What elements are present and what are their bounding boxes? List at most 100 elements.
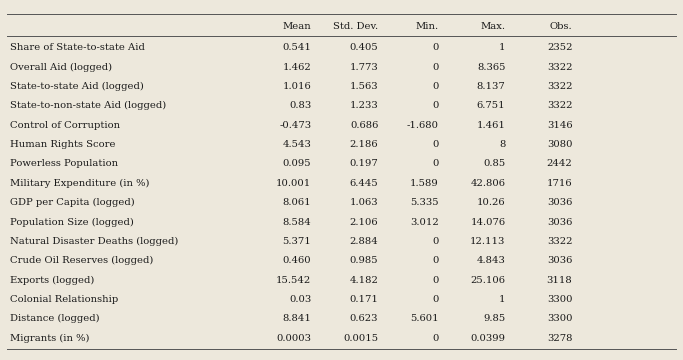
Text: 8: 8 xyxy=(499,140,505,149)
Text: 3.012: 3.012 xyxy=(410,217,438,226)
Text: 25.106: 25.106 xyxy=(471,276,505,285)
Text: 0.171: 0.171 xyxy=(350,295,378,304)
Text: Control of Corruption: Control of Corruption xyxy=(10,121,120,130)
Text: 4.843: 4.843 xyxy=(477,256,505,265)
Text: 9.85: 9.85 xyxy=(484,314,505,323)
Text: 3036: 3036 xyxy=(547,256,572,265)
Text: 0: 0 xyxy=(432,82,438,91)
Text: 3300: 3300 xyxy=(547,314,572,323)
Text: 2.106: 2.106 xyxy=(350,217,378,226)
Text: 1.063: 1.063 xyxy=(350,198,378,207)
Text: 15.542: 15.542 xyxy=(276,276,311,285)
Text: Population Size (logged): Population Size (logged) xyxy=(10,217,134,227)
Text: 0.03: 0.03 xyxy=(289,295,311,304)
Text: 42.806: 42.806 xyxy=(471,179,505,188)
Text: 5.601: 5.601 xyxy=(410,314,438,323)
Text: 14.076: 14.076 xyxy=(471,217,505,226)
Text: 8.841: 8.841 xyxy=(283,314,311,323)
Text: 3080: 3080 xyxy=(547,140,572,149)
Text: 1716: 1716 xyxy=(547,179,572,188)
Text: 6.751: 6.751 xyxy=(477,101,505,110)
Text: Human Rights Score: Human Rights Score xyxy=(10,140,115,149)
Text: 0.0015: 0.0015 xyxy=(343,334,378,343)
Text: 3118: 3118 xyxy=(546,276,572,285)
Text: 3300: 3300 xyxy=(547,295,572,304)
Text: 0: 0 xyxy=(432,140,438,149)
Text: 3146: 3146 xyxy=(547,121,572,130)
Text: 3322: 3322 xyxy=(547,101,572,110)
Text: 2442: 2442 xyxy=(546,159,572,168)
Text: 3322: 3322 xyxy=(547,237,572,246)
Text: 0: 0 xyxy=(432,159,438,168)
Text: 0.985: 0.985 xyxy=(350,256,378,265)
Text: 5.335: 5.335 xyxy=(410,198,438,207)
Text: 6.445: 6.445 xyxy=(350,179,378,188)
Text: 0: 0 xyxy=(432,43,438,52)
Text: Min.: Min. xyxy=(415,22,438,31)
Text: -1.680: -1.680 xyxy=(406,121,438,130)
Text: Share of State-to-state Aid: Share of State-to-state Aid xyxy=(10,43,145,52)
Text: Migrants (in %): Migrants (in %) xyxy=(10,334,89,343)
Text: Military Expenditure (in %): Military Expenditure (in %) xyxy=(10,179,150,188)
Text: 4.182: 4.182 xyxy=(350,276,378,285)
Text: Colonial Relationship: Colonial Relationship xyxy=(10,295,118,304)
Text: 2.884: 2.884 xyxy=(350,237,378,246)
Text: 3322: 3322 xyxy=(547,63,572,72)
Text: Overall Aid (logged): Overall Aid (logged) xyxy=(10,63,112,72)
Text: Mean: Mean xyxy=(283,22,311,31)
Text: 0: 0 xyxy=(432,237,438,246)
Text: State-to-state Aid (logged): State-to-state Aid (logged) xyxy=(10,82,144,91)
Text: GDP per Capita (logged): GDP per Capita (logged) xyxy=(10,198,135,207)
Text: 1: 1 xyxy=(499,295,505,304)
Text: 12.113: 12.113 xyxy=(470,237,505,246)
Text: 0.85: 0.85 xyxy=(484,159,505,168)
Text: Obs.: Obs. xyxy=(550,22,572,31)
Text: 0.541: 0.541 xyxy=(283,43,311,52)
Text: 5.371: 5.371 xyxy=(283,237,311,246)
Text: 2.186: 2.186 xyxy=(350,140,378,149)
Text: 1.233: 1.233 xyxy=(350,101,378,110)
Text: 10.001: 10.001 xyxy=(276,179,311,188)
Text: 2352: 2352 xyxy=(547,43,572,52)
Text: 8.137: 8.137 xyxy=(477,82,505,91)
Text: 8.365: 8.365 xyxy=(477,63,505,72)
Text: 8.584: 8.584 xyxy=(283,217,311,226)
Text: Exports (logged): Exports (logged) xyxy=(10,276,94,285)
Text: 1: 1 xyxy=(499,43,505,52)
Text: -0.473: -0.473 xyxy=(279,121,311,130)
Text: 0: 0 xyxy=(432,63,438,72)
Text: 4.543: 4.543 xyxy=(283,140,311,149)
Text: 0.095: 0.095 xyxy=(283,159,311,168)
Text: 8.061: 8.061 xyxy=(283,198,311,207)
Text: 0: 0 xyxy=(432,334,438,343)
Text: Distance (logged): Distance (logged) xyxy=(10,314,100,324)
Text: 3322: 3322 xyxy=(547,82,572,91)
Text: 0: 0 xyxy=(432,256,438,265)
Text: 0.686: 0.686 xyxy=(350,121,378,130)
Text: Max.: Max. xyxy=(480,22,505,31)
Text: 0: 0 xyxy=(432,295,438,304)
Text: 0.460: 0.460 xyxy=(283,256,311,265)
Text: 1.589: 1.589 xyxy=(410,179,438,188)
Text: 3036: 3036 xyxy=(547,198,572,207)
Text: 0.83: 0.83 xyxy=(289,101,311,110)
Text: 1.462: 1.462 xyxy=(283,63,311,72)
Text: 1.773: 1.773 xyxy=(350,63,378,72)
Text: 0.623: 0.623 xyxy=(350,314,378,323)
Text: 3278: 3278 xyxy=(547,334,572,343)
Text: 0.197: 0.197 xyxy=(350,159,378,168)
Text: 1.461: 1.461 xyxy=(477,121,505,130)
Text: 1.016: 1.016 xyxy=(283,82,311,91)
Text: 3036: 3036 xyxy=(547,217,572,226)
Text: Powerless Population: Powerless Population xyxy=(10,159,118,168)
Text: Crude Oil Reserves (logged): Crude Oil Reserves (logged) xyxy=(10,256,154,265)
Text: 0.0399: 0.0399 xyxy=(471,334,505,343)
Text: Std. Dev.: Std. Dev. xyxy=(333,22,378,31)
Text: 0: 0 xyxy=(432,276,438,285)
Text: State-to-non-state Aid (logged): State-to-non-state Aid (logged) xyxy=(10,101,167,111)
Text: Natural Disaster Deaths (logged): Natural Disaster Deaths (logged) xyxy=(10,237,178,246)
Text: 1.563: 1.563 xyxy=(350,82,378,91)
Text: 0.0003: 0.0003 xyxy=(277,334,311,343)
Text: 10.26: 10.26 xyxy=(477,198,505,207)
Text: 0.405: 0.405 xyxy=(350,43,378,52)
